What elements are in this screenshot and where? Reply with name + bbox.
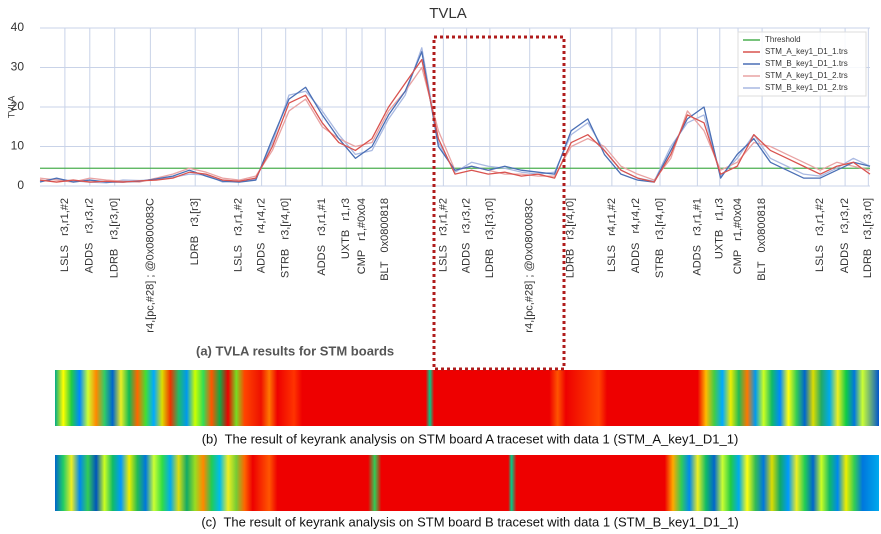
caption: (b) The result of keyrank analysis on ST… [202, 431, 739, 446]
x-tick-label: STRB r3,[r4,r0] [280, 198, 292, 278]
legend-label: Threshold [765, 35, 801, 44]
x-tick-label: LSLS r4,r1,#2 [606, 198, 618, 272]
x-tick-label: ADDS r3,r3,r2 [461, 198, 473, 273]
keyrank-strip [55, 455, 879, 511]
caption: (c) The result of keyrank analysis on ST… [201, 514, 738, 529]
x-tick-label: LDRB r3,[r3,r0] [862, 198, 874, 278]
x-tick-label: LSLS r3,r1,#2 [814, 198, 826, 272]
x-tick-label: CMP r1,#0x04 [356, 198, 368, 274]
caption: (a) TVLA results for STM boards [196, 343, 394, 358]
chart-title: TVLA [429, 5, 467, 22]
x-tick-label: ADDS r3,r1,#1 [316, 198, 328, 276]
x-tick-label: LDRB r3,[r3] [189, 198, 201, 265]
legend-label: STM_B_key1_D1_2.trs [765, 83, 848, 92]
x-tick-label: LSLS r3,r1,#2 [59, 198, 71, 272]
x-tick-label: r4,[pc,#28] ; @0x0800083C [144, 198, 156, 333]
x-tick-label: CMP r1,#0x04 [732, 198, 744, 274]
legend-label: STM_A_key1_D1_1.trs [765, 47, 848, 56]
keyrank-strip [55, 370, 879, 426]
x-tick-label: ADDS r3,r3,r2 [839, 198, 851, 273]
x-tick-label: LDRB r3,[r3,r0] [484, 198, 496, 278]
x-tick-label: ADDS r4,r4,r2 [630, 198, 642, 273]
x-tick-label: LSLS r3,r1,#2 [437, 198, 449, 272]
y-tick-label: 10 [11, 139, 25, 153]
x-tick-label: UXTB r1,r3 [714, 198, 726, 259]
y-tick-label: 40 [11, 20, 25, 34]
x-tick-label: r4,[pc,#28] ; @0x0800083C [524, 198, 536, 333]
y-tick-label: 20 [11, 99, 25, 113]
x-tick-label: BLT 0x0800818 [379, 198, 391, 281]
legend-label: STM_B_key1_D1_1.trs [765, 59, 848, 68]
x-tick-label: BLT 0x0800818 [756, 198, 768, 281]
x-tick-label: LDRB r3,[r3,r0] [109, 198, 121, 278]
y-axis-label: TVLA [6, 96, 16, 119]
x-tick-label: UXTB r1,r3 [340, 198, 352, 259]
x-tick-label: STRB r3,[r4,r0] [654, 198, 666, 278]
legend-label: STM_A_key1_D1_2.trs [765, 71, 848, 80]
y-tick-label: 30 [11, 60, 25, 74]
x-tick-label: ADDS r4,r4,r2 [256, 198, 268, 273]
x-tick-label: ADDS r3,r1,#1 [691, 198, 703, 276]
x-tick-label: ADDS r3,r3,r2 [84, 198, 96, 273]
x-tick-label: LSLS r3,r1,#2 [232, 198, 244, 272]
x-tick-label: LDRB r3,[r4,r0] [564, 198, 576, 278]
y-tick-label: 0 [17, 178, 24, 192]
